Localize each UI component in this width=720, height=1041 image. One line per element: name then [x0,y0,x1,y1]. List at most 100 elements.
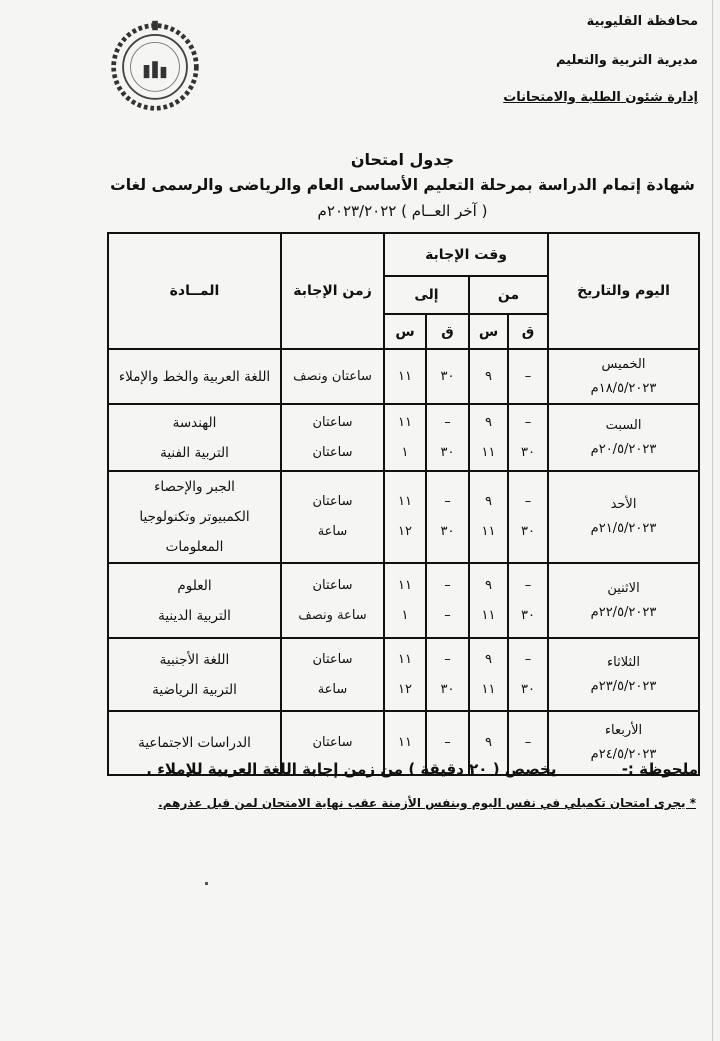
header-from-hour: س [468,313,510,350]
subject-cell: اللغة العربية والخط والإملاء [107,348,282,405]
duration-cell: ساعتان ونصف [280,348,385,405]
subject-cell: الهندسة التربية الفنية [107,403,282,472]
day-date-cell: الأربعاء ٢٤/٥/٢٠٢٣م [547,710,701,776]
from-m-value: – [524,494,532,509]
duration-value: ساعتان [312,494,353,509]
to-h-cell: ١١ ١ [382,562,428,639]
exam-date: ٢٣/٥/٢٠٢٣م [590,678,657,694]
from-m-value: ٣٠ [521,444,535,460]
from-m-cell: – ٣٠ [507,403,550,472]
to-h-cell: ١١ [382,710,428,776]
duration-cell: ساعتان ساعة [280,637,385,712]
from-h-value: ٩ [485,651,492,667]
department-label: إدارة شئون الطلبة والامتحانات [503,90,698,105]
subject-cell: الجبر والإحصاء الكمبيوتر وتكنولوجيا المعل… [107,470,282,564]
to-m-cell: – ٣٠ [425,637,471,712]
from-m-value: ٣٠ [521,607,535,623]
from-h-value: ١١ [481,681,496,697]
scan-speck [205,882,208,885]
to-h-value: ١ [401,607,409,623]
scan-edge-line [712,0,713,1041]
subject-cell: العلوم التربية الدينية [107,562,282,639]
to-m-value: – [444,577,451,593]
directorate-label: مديرية التربية والتعليم [555,53,698,68]
header-to: إلى [382,275,471,315]
duration-value: ساعة [317,524,348,539]
exam-date: ٢٠/٥/٢٠٢٣م [590,441,657,457]
term-year: ( آخر العــام ) ٢٠٢٣/٢٠٢٢م [317,202,488,220]
duration-cell: ساعتان [280,710,385,776]
subject-value: التربية الدينية [158,607,231,624]
from-m-cell: – [507,348,550,405]
table-row: الخميس ١٨/٥/٢٠٢٣م – ٩ ٣٠ ١١ ساعتان ونصف اللغة ا… [107,348,701,405]
to-m-cell: – – [425,562,471,639]
duration-value: ساعتان [312,414,353,430]
from-m-cell: – [507,710,550,776]
header-to-minute: ق [425,313,471,350]
to-m-cell: ٣٠ [425,348,471,405]
note-makeup-exam: * يجرى امتحان تكميلي في نفس اليوم وبنفس … [158,796,696,810]
ministry-logo [111,20,199,111]
day-date-cell: الأحد ٢١/٥/٢٠٢٣م [547,470,701,564]
governorate-label: محافظة القليوبية [586,14,698,29]
from-m-cell: – ٣٠ [507,562,550,639]
subject-cell: الدراسات الاجتماعية [107,710,282,776]
header-to-hour: س [382,313,428,350]
to-h-value: ١١ [398,414,412,430]
from-h-value: ١١ [481,524,496,539]
to-m-cell: – ٣٠ [425,403,471,472]
table-row: الثلاثاء ٢٣/٥/٢٠٢٣م –٣٠ ٩ ١١–٣٠ ١١ ١٢ ساعتان ساع… [107,637,701,712]
note-line: ملحوظة :- يخصص ( ٢٠ دقيقة ) من زمن إجابة… [58,760,698,778]
header-day-date: اليوم والتاريخ [547,232,701,350]
header-from-minute: ق [507,313,550,350]
header-duration: زمن الإجابة [280,232,385,350]
from-m-value: – [524,651,532,667]
from-h-cell: ٩ ١١ [468,637,510,712]
from-m-value: ٣٠ [521,681,535,697]
subject-value: التربية الفنية [160,444,229,461]
duration-value: ساعتان [312,735,353,750]
to-m-value: – [444,414,451,430]
to-h-value: ١١ [398,368,412,384]
from-h-value: ٩ [485,494,492,509]
duration-cell: ساعتان ساعة ونصف [280,562,385,639]
subject-value: الهندسة [172,414,217,431]
from-h-value: ٩ [485,577,492,593]
to-h-value: ١١ [398,577,412,593]
from-h-cell: ٩ [468,348,510,405]
from-h-value: ٩ [485,414,492,430]
to-m-value: – [444,607,451,623]
to-m-value: ٣٠ [440,368,455,384]
to-m-value: – [444,494,451,509]
from-m-value: – [524,368,532,384]
to-h-value: ١ [401,444,409,460]
from-h-value: ١١ [481,607,496,623]
table-row: الاثنين ٢٢/٥/٢٠٢٣م –٣٠ ٩ ١١– –١١ ١ ساعتان ساعة و… [107,562,701,639]
to-h-cell: ١١ ١ [382,403,428,472]
exam-date: ١٨/٥/٢٠٢٣م [590,380,657,396]
from-m-cell: – ٣٠ [507,637,550,712]
subject-value: التربية الرياضية [152,681,237,698]
day-date-cell: الاثنين ٢٢/٥/٢٠٢٣م [547,562,701,639]
exam-date: ٢١/٥/٢٠٢٣م [590,521,657,536]
from-h-cell: ٩ [468,710,510,776]
day-date-cell: السبت ٢٠/٥/٢٠٢٣م [547,403,701,472]
day-name: الأربعاء [604,723,643,738]
to-h-value: ١١ [398,735,412,750]
subject-value: العلوم [177,577,212,594]
day-name: الثلاثاء [607,654,640,670]
day-date-cell: الخميس ١٨/٥/٢٠٢٣م [547,348,701,405]
from-h-cell: ٩ ١١ [468,470,510,564]
table-row: الأربعاء ٢٤/٥/٢٠٢٣م – ٩ – ١١ ساعتان الدراسات ال… [107,710,701,776]
to-m-value: ٣٠ [440,681,455,697]
note-label: ملحوظة :- [621,760,698,778]
to-h-value: ١١ [398,494,412,509]
duration-value: ساعتان [312,444,353,460]
from-h-value: ٩ [485,735,492,750]
duration-value: ساعتان [312,651,353,667]
to-m-value: ٣٠ [440,524,455,539]
duration-cell: ساعتان ساعتان [280,403,385,472]
certificate-title: شهادة إتمام الدراسة بمرحلة التعليم الأسا… [110,176,695,194]
day-date-cell: الثلاثاء ٢٣/٥/٢٠٢٣م [547,637,701,712]
